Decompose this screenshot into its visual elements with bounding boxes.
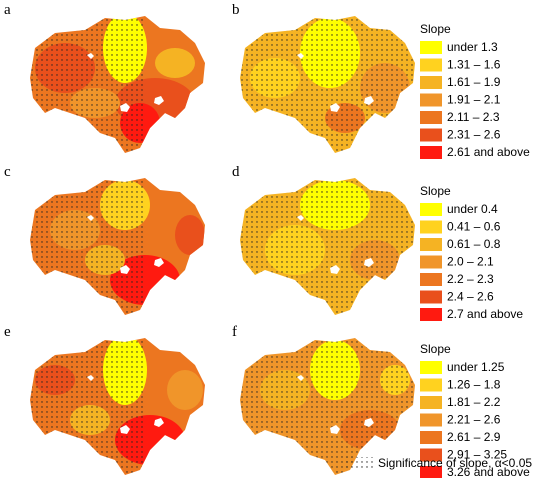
legend-label: 0.61 – 0.8 (447, 237, 501, 251)
legend-label: under 0.4 (447, 202, 498, 216)
legend-swatch (420, 238, 442, 251)
city (87, 375, 94, 381)
legend-swatch (420, 361, 442, 374)
map (240, 16, 415, 153)
legend-swatch (420, 255, 442, 269)
legend-label: 2.0 – 2.1 (447, 255, 494, 269)
legend-label: 0.41 – 0.6 (447, 220, 501, 234)
legend-swatch (420, 413, 442, 427)
legend-label: 3.26 and above (447, 465, 530, 478)
significance-dots (30, 338, 145, 475)
map (30, 338, 205, 475)
legend-label: 2.7 and above (447, 307, 523, 321)
footnote: Significance of slope, α<0.05 (378, 456, 532, 470)
legend-swatch (420, 146, 442, 159)
city (154, 418, 164, 427)
legend-label: 2.11 – 2.3 (447, 110, 500, 124)
panel-label: a (4, 2, 11, 18)
legend-swatch (420, 58, 442, 72)
city (330, 425, 340, 434)
legend-swatch (420, 220, 442, 234)
city (87, 215, 94, 221)
legend-label: 2.31 – 2.6 (447, 128, 501, 142)
legend-swatch (420, 76, 442, 89)
legend-label: 1.81 – 2.2 (447, 395, 501, 409)
legend-label: 1.91 – 2.1 (447, 93, 501, 107)
legend-label: 2.4 – 2.6 (447, 290, 494, 304)
legend-swatch (420, 466, 442, 478)
significance-dots (30, 178, 145, 315)
legend-swatch (420, 41, 442, 54)
region (167, 370, 203, 410)
panel-label: d (232, 164, 240, 180)
legend-swatch (420, 308, 442, 321)
city (120, 103, 130, 112)
city (364, 258, 374, 267)
legend-swatch (420, 111, 442, 124)
legend-swatch (420, 128, 442, 142)
city (297, 375, 304, 381)
legend-label: 1.31 – 1.6 (447, 58, 501, 72)
legend-label: 2.2 – 2.3 (447, 272, 494, 286)
legend-swatch (420, 431, 442, 444)
city (154, 258, 164, 267)
significance-dots (240, 16, 415, 153)
legend-swatch (420, 396, 442, 409)
map-regions (240, 178, 415, 315)
region (155, 48, 195, 78)
city (120, 425, 130, 434)
map (30, 178, 205, 315)
city (297, 215, 304, 221)
legend-title: Slope (420, 184, 451, 198)
panel-label: f (232, 324, 237, 340)
map-regions (240, 16, 415, 153)
city (364, 96, 374, 105)
city (330, 103, 340, 112)
legend-swatch (420, 273, 442, 286)
legend-swatch (420, 93, 442, 107)
legend-swatch (420, 378, 442, 392)
panel-label: e (4, 324, 11, 340)
city (120, 265, 130, 274)
legend-title: Slope (420, 342, 451, 356)
legend-label: 2.21 – 2.6 (447, 413, 501, 427)
legend-label: 1.61 – 1.9 (447, 75, 501, 89)
region (175, 215, 205, 255)
city (364, 418, 374, 427)
legend-label: 2.91 – 3.25 (447, 448, 507, 462)
significance-swatch (346, 457, 374, 469)
panel-label: b (232, 2, 240, 18)
legend-swatch (420, 448, 442, 462)
legend-title: Slope (420, 22, 451, 36)
legend-label: 2.61 – 2.9 (447, 430, 501, 444)
legend-label: under 1.25 (447, 360, 505, 374)
legend-swatch (420, 290, 442, 304)
significance-dots (240, 178, 415, 315)
significance-dots (30, 16, 145, 153)
city (330, 265, 340, 274)
city (87, 53, 94, 59)
map (30, 16, 205, 153)
city (297, 53, 304, 59)
legend-label: 2.61 and above (447, 145, 530, 159)
map (240, 178, 415, 315)
legend-label: under 1.3 (447, 40, 498, 54)
legend-label: 1.26 – 1.8 (447, 378, 501, 392)
legend-swatch (420, 203, 442, 216)
panel-label: c (4, 164, 11, 180)
city (154, 96, 164, 105)
